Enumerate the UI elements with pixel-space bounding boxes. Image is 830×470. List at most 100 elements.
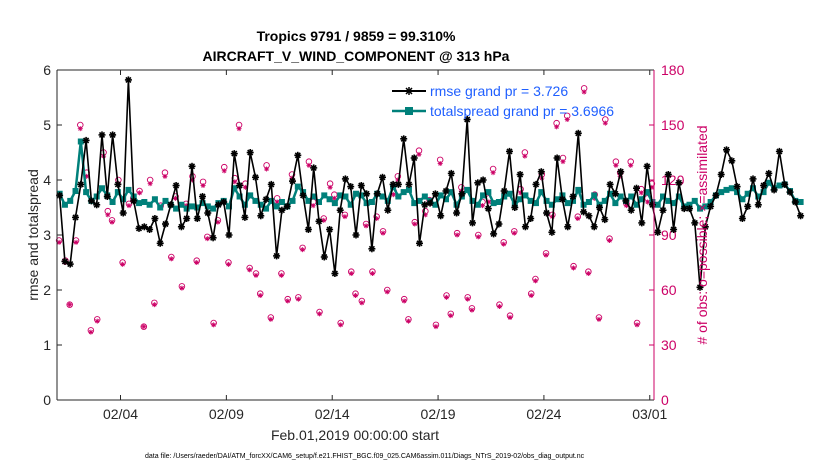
totalspread-point: [659, 193, 666, 200]
totalspread-point: [315, 199, 322, 205]
rmse-point: [299, 191, 307, 199]
obs-assimilated-marker: [444, 294, 450, 300]
legend: rmse grand pr = 3.726 totalspread grand …: [392, 83, 614, 119]
rmse-point: [363, 190, 371, 198]
obs-assimilated-marker: [416, 151, 422, 157]
obs-assimilated-marker: [543, 252, 549, 258]
obs-assimilated-marker: [342, 214, 348, 220]
rmse-point: [723, 146, 730, 154]
rmse-point: [601, 216, 609, 224]
rmse-point: [310, 164, 318, 172]
totalspread-point: [448, 189, 455, 196]
rmse-point: [304, 226, 312, 233]
rmse-point: [633, 184, 640, 192]
obs-assimilated-marker: [369, 271, 375, 276]
x-tick-label: 02/14: [315, 406, 350, 422]
obs-assimilated-marker: [88, 329, 94, 335]
rmse-point: [447, 169, 455, 177]
obs-assimilated-marker: [67, 302, 73, 308]
obs-assimilated-marker: [554, 124, 560, 130]
rmse-point: [209, 234, 217, 242]
rmse-point: [214, 201, 222, 209]
rmse-point: [664, 171, 672, 178]
rmse-point: [400, 135, 408, 143]
x-tick-label: 02/24: [526, 406, 561, 422]
chart-title-line1: Tropics 9791 / 9859 = 99.310%: [257, 28, 456, 44]
totalspread-point: [183, 205, 190, 212]
rmse-point: [289, 177, 296, 185]
rmse-point: [384, 206, 392, 214]
obs-assimilated-marker: [634, 322, 640, 328]
chart-title-line2: AIRCRAFT_V_WIND_COMPONENT @ 313 hPa: [203, 48, 510, 64]
rmse-point: [638, 219, 646, 227]
totalspread-point: [554, 196, 561, 203]
rmse-point: [442, 187, 450, 195]
totalspread-point: [331, 200, 338, 207]
rmse-point: [596, 204, 603, 211]
totalspread-point: [231, 185, 238, 192]
rmse-point: [585, 212, 593, 220]
rmse-point: [479, 176, 487, 184]
obs-assimilated-marker: [532, 278, 538, 284]
totalspread-point: [411, 200, 418, 207]
rmse-point: [744, 202, 752, 210]
obs-assimilated-marker: [581, 89, 587, 95]
obs-assimilated-marker: [141, 324, 147, 330]
totalspread-point: [575, 186, 582, 193]
obs-assimilated-marker: [433, 324, 439, 330]
rmse-point: [527, 215, 535, 222]
rmse-point: [543, 209, 551, 217]
obs-assimilated-marker: [571, 265, 577, 271]
totalspread-point: [506, 190, 513, 197]
rmse-point: [109, 131, 117, 139]
rmse-point: [691, 219, 699, 227]
totalspread-point: [151, 196, 158, 203]
totalspread-point: [416, 197, 423, 204]
rmse-point: [241, 213, 249, 221]
rmse-point: [500, 187, 508, 195]
rmse-point: [431, 190, 439, 198]
totalspread-point: [723, 186, 730, 193]
rmse-point: [204, 209, 212, 217]
rmse-point: [537, 168, 545, 176]
totalspread-point: [797, 199, 804, 205]
rmse-point: [225, 231, 233, 239]
x-tick-label: 03/01: [632, 406, 667, 422]
rmse-point: [394, 180, 402, 188]
totalspread-point: [654, 201, 661, 208]
rmse-point: [416, 239, 423, 247]
totalspread-point: [432, 201, 439, 208]
rmse-point: [675, 179, 683, 187]
rmse-point: [140, 223, 148, 231]
y-axis-right-label: # of obs: o=possible; ×=assimilated: [694, 125, 710, 344]
totalspread-point: [194, 204, 201, 211]
totalspread-point: [665, 197, 672, 204]
obs-assimilated-marker: [359, 300, 365, 306]
totalspread-point: [697, 205, 704, 212]
rmse-point: [453, 209, 461, 217]
x-axis-label: Feb.01,2019 00:00:00 start: [271, 427, 439, 443]
obs-assimilated-marker: [628, 162, 634, 168]
totalspread-point: [749, 185, 756, 192]
obs-assimilated-marker: [363, 223, 369, 229]
obs-assimilated-marker: [204, 236, 210, 242]
rmse-point: [712, 191, 720, 199]
totalspread-point: [173, 205, 180, 212]
rmse-point: [770, 186, 778, 194]
totalspread-point: [263, 205, 270, 212]
rmse-point: [283, 202, 291, 210]
rmse-point: [252, 173, 259, 181]
rmse-point: [368, 245, 376, 253]
rmse-point: [786, 188, 794, 196]
totalspread-point: [585, 199, 592, 205]
totalspread-point: [146, 201, 153, 208]
rmse-point: [162, 220, 169, 228]
totalspread-point: [98, 185, 105, 192]
totalspread-point: [210, 205, 217, 212]
totalspread-point: [289, 197, 296, 204]
totalspread-point: [326, 196, 333, 203]
y-right-tick-label: 150: [661, 117, 685, 133]
rmse-point: [130, 197, 138, 205]
totalspread-point: [543, 197, 550, 204]
